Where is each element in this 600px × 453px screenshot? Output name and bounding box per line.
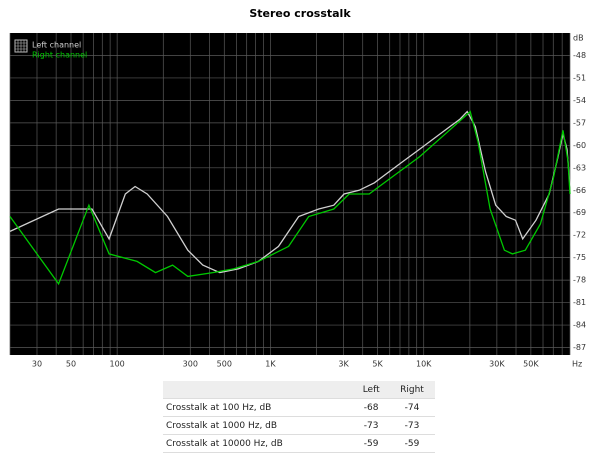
x-tick-label: 100 bbox=[110, 360, 125, 369]
header-cell: Left bbox=[353, 381, 389, 399]
chart: Stereo crosstalk Left channel Right chan… bbox=[9, 7, 586, 369]
table-cell: -59 bbox=[388, 434, 435, 453]
legend: Left channel Right channel bbox=[14, 39, 87, 60]
table-cell: -73 bbox=[388, 416, 435, 435]
table-row: Crosstalk at 10000 Hz, dB -59 -59 bbox=[163, 434, 435, 453]
y-tick-label: -84 bbox=[573, 321, 586, 330]
lines bbox=[9, 110, 571, 286]
y-tick-label: -60 bbox=[573, 141, 586, 150]
table-cell: -74 bbox=[388, 398, 435, 417]
y-tick-label: -72 bbox=[573, 231, 586, 240]
x-tick-label: 50K bbox=[523, 360, 539, 369]
x-tick-label: 1K bbox=[265, 360, 276, 369]
y-tick-label: -81 bbox=[573, 298, 586, 307]
series-line bbox=[9, 110, 571, 286]
y-tick-label: -48 bbox=[573, 51, 586, 60]
header-cell: Right bbox=[388, 381, 435, 399]
results-table: Left Right Crosstalk at 100 Hz, dB -68 -74 C… bbox=[163, 381, 435, 453]
series-line bbox=[9, 110, 571, 274]
table-cell: -68 bbox=[353, 398, 389, 417]
table-cell: -73 bbox=[353, 416, 389, 435]
x-tick-label: 5K bbox=[372, 360, 383, 369]
grid bbox=[9, 33, 571, 355]
x-tick-label: 30K bbox=[489, 360, 505, 369]
x-tick-label: 50 bbox=[66, 360, 76, 369]
y-tick-label: -75 bbox=[573, 253, 586, 262]
x-tick-label: 10K bbox=[416, 360, 432, 369]
table-header: Left Right bbox=[163, 381, 435, 399]
x-tick-label: 300 bbox=[183, 360, 198, 369]
plot-area bbox=[10, 33, 570, 355]
y-tick-label: -54 bbox=[573, 96, 586, 105]
table-cell: Crosstalk at 100 Hz, dB bbox=[163, 398, 354, 417]
y-tick-label: -87 bbox=[573, 343, 586, 352]
legend-entry: Left channel bbox=[32, 41, 81, 50]
x-tick-label: 3K bbox=[338, 360, 349, 369]
y-tick-label: -63 bbox=[573, 163, 586, 172]
x-tick-label: 30 bbox=[32, 360, 42, 369]
header-cell bbox=[163, 381, 354, 399]
table-cell: Crosstalk at 1000 Hz, dB bbox=[163, 416, 354, 435]
legend-entry: Right channel bbox=[32, 51, 87, 60]
chart-title: Stereo crosstalk bbox=[249, 7, 351, 20]
table-cell: -59 bbox=[353, 434, 389, 453]
table-row: Crosstalk at 1000 Hz, dB -73 -73 bbox=[163, 416, 435, 435]
legend-icon-grid bbox=[15, 40, 27, 52]
table-row: Crosstalk at 100 Hz, dB -68 -74 bbox=[163, 398, 435, 417]
y-axis-label: dB bbox=[573, 34, 584, 43]
table-cell: Crosstalk at 10000 Hz, dB bbox=[163, 434, 354, 453]
x-axis-label: Hz bbox=[572, 360, 582, 369]
y-tick-label: -69 bbox=[573, 208, 586, 217]
y-tick-label: -66 bbox=[573, 186, 586, 195]
y-tick-label: -78 bbox=[573, 276, 586, 285]
y-tick-label: -57 bbox=[573, 118, 586, 127]
y-tick-label: -51 bbox=[573, 73, 586, 82]
x-tick-label: 500 bbox=[217, 360, 232, 369]
